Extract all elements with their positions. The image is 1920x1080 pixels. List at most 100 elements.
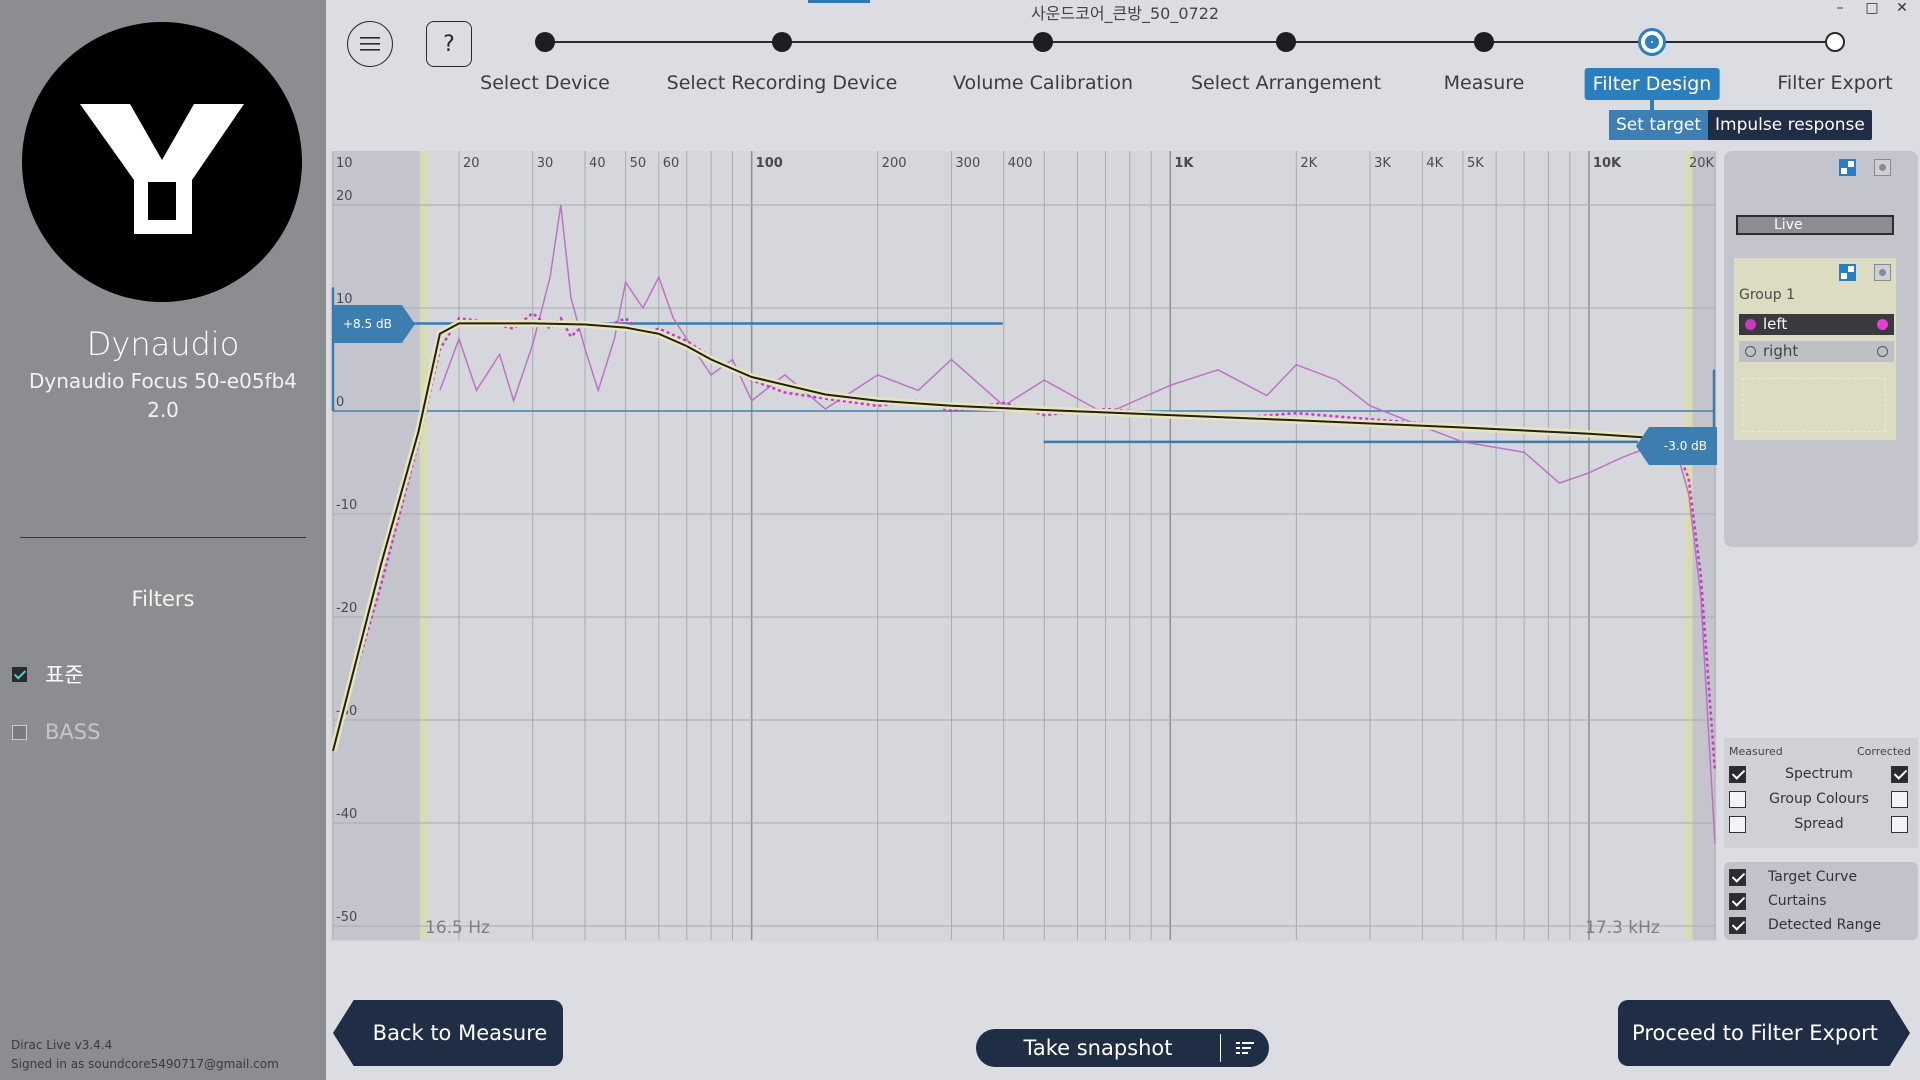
step-dot-select-recording-device[interactable] xyxy=(772,32,792,52)
spread-measured-checkbox[interactable] xyxy=(1729,816,1746,833)
spread-corrected-checkbox[interactable] xyxy=(1891,816,1908,833)
device-model: Dynaudio Focus 50-e05fb4 xyxy=(28,369,298,393)
x-tick-label: 10K xyxy=(1593,156,1622,171)
low-curtain xyxy=(333,151,425,940)
brand-logo xyxy=(22,22,302,302)
view-options-panel xyxy=(1724,738,1918,848)
channel-dot-icon xyxy=(1745,346,1756,357)
x-tick-label: 2K xyxy=(1300,156,1317,171)
step-select-device[interactable]: Select Device xyxy=(480,72,610,94)
hamburger-menu-icon xyxy=(360,37,380,51)
target-curve-line xyxy=(332,322,1690,752)
group-view-toggle-icon[interactable] xyxy=(1839,264,1856,281)
filter-item-bass[interactable]: BASS xyxy=(12,717,100,747)
spectrum-label: Spectrum xyxy=(1785,766,1853,782)
take-snapshot-button[interactable]: Take snapshot xyxy=(976,1029,1269,1067)
snapshot-separator xyxy=(1220,1034,1221,1062)
maximize-icon[interactable]: □ xyxy=(1865,0,1879,16)
back-to-measure-button[interactable]: Back to Measure xyxy=(333,1000,563,1066)
x-tick-label: 50 xyxy=(630,156,647,171)
view-toggle-icon[interactable] xyxy=(1839,159,1856,176)
group-drop-zone[interactable] xyxy=(1742,378,1886,432)
spectrum-measured-checkbox[interactable] xyxy=(1729,766,1746,783)
x-tick-label: 100 xyxy=(756,156,783,171)
group-colours-measured-checkbox[interactable] xyxy=(1729,791,1746,808)
frequency-response-svg[interactable]: 10 20 30 40 50 60 100 200 300 400 1K 2K 3K 4K 5K 10K 20K… xyxy=(330,151,1717,942)
channel-color-icon[interactable] xyxy=(1877,346,1888,357)
device-version: 2.0 xyxy=(147,398,179,422)
group-target-icon[interactable] xyxy=(1874,264,1891,281)
filter-checkbox[interactable] xyxy=(12,666,27,682)
step-dot-filter-design[interactable] xyxy=(1638,28,1666,56)
step-select-arrangement[interactable]: Select Arrangement xyxy=(1190,72,1382,94)
y-tick-label: 10 xyxy=(336,292,353,307)
target-icon[interactable] xyxy=(1874,159,1891,176)
y-tick-label: -10 xyxy=(336,498,357,513)
filter-checkbox[interactable] xyxy=(12,724,27,740)
menu-button[interactable] xyxy=(347,21,393,67)
channel-label: right xyxy=(1763,342,1799,360)
stepper-track xyxy=(545,41,1835,43)
proceed-to-filter-export-button[interactable]: Proceed to Filter Export xyxy=(1618,1000,1910,1066)
step-filter-export[interactable]: Filter Export xyxy=(1777,72,1893,94)
channel-color-icon[interactable] xyxy=(1877,319,1888,330)
step-dot-filter-export[interactable] xyxy=(1825,32,1845,52)
corrected-header: Corrected xyxy=(1857,745,1911,758)
target-curve-checkbox[interactable] xyxy=(1729,869,1746,886)
tab-set-target[interactable]: Set target xyxy=(1609,110,1709,140)
frequency-response-plot[interactable]: 10 20 30 40 50 60 100 200 300 400 1K 2K 3K 4K 5K 10K 20K… xyxy=(330,151,1717,942)
channel-right[interactable]: right xyxy=(1739,341,1894,362)
y-tick-label: -50 xyxy=(336,910,357,925)
software-version: Dirac Live v3.4.4 xyxy=(11,1038,113,1052)
step-select-recording-device[interactable]: Select Recording Device xyxy=(666,72,898,94)
x-tick-label: 40 xyxy=(589,156,606,171)
filter-label: BASS xyxy=(45,720,101,744)
signed-in-user: Signed in as soundcore5490717@gmail.com xyxy=(11,1057,279,1071)
measured-spectrum-line xyxy=(439,204,1716,844)
y-tick-label: 20 xyxy=(336,189,353,204)
device-brand: Dynaudio xyxy=(86,325,240,363)
minimize-icon[interactable]: – xyxy=(1836,0,1844,16)
step-dot-select-device[interactable] xyxy=(535,32,555,52)
detected-range-checkbox[interactable] xyxy=(1729,917,1746,934)
target-curve-halo xyxy=(330,319,1692,752)
measured-header: Measured xyxy=(1729,745,1783,758)
live-bar[interactable]: Live xyxy=(1736,215,1894,235)
overlay-options-panel xyxy=(1724,862,1918,940)
step-dot-volume-calibration[interactable] xyxy=(1033,32,1053,52)
step-dot-measure[interactable] xyxy=(1474,32,1494,52)
high-cutoff-bar xyxy=(1684,151,1693,940)
spectrum-corrected-checkbox[interactable] xyxy=(1891,766,1908,783)
low-cutoff-bar xyxy=(420,151,429,940)
group-colours-corrected-checkbox[interactable] xyxy=(1891,791,1908,808)
curtains-checkbox[interactable] xyxy=(1729,893,1746,910)
step-filter-design[interactable]: Filter Design xyxy=(1584,68,1720,100)
high-curtain xyxy=(1688,151,1715,940)
x-tick-label: 30 xyxy=(537,156,554,171)
tab-impulse-response[interactable]: Impulse response xyxy=(1715,115,1865,135)
step-measure[interactable]: Measure xyxy=(1443,72,1525,94)
filter-label: 표준 xyxy=(45,663,84,687)
group-name: Group 1 xyxy=(1739,287,1795,303)
spread-label: Spread xyxy=(1794,816,1844,832)
x-tick-label: 60 xyxy=(663,156,680,171)
help-button[interactable]: ? xyxy=(426,21,472,67)
x-tick-label: 20 xyxy=(463,156,480,171)
step-dot-select-arrangement[interactable] xyxy=(1276,32,1296,52)
target-curve-label: Target Curve xyxy=(1768,869,1858,885)
step-volume-calibration[interactable]: Volume Calibration xyxy=(952,72,1134,94)
filter-item-standard[interactable]: 표준 xyxy=(12,659,84,689)
low-gain-handle[interactable]: +8.5 dB xyxy=(333,305,415,343)
title-accent-bar xyxy=(808,0,870,3)
high-gain-handle[interactable]: -3.0 dB xyxy=(1636,427,1717,465)
x-tick-label: 200 xyxy=(882,156,907,171)
window-title: 사운드코어_큰방_50_0722 xyxy=(1030,4,1220,23)
x-tick-label: 5K xyxy=(1467,156,1484,171)
x-tick-label: 300 xyxy=(955,156,980,171)
snapshot-list-icon[interactable] xyxy=(1221,1040,1269,1056)
take-snapshot-label[interactable]: Take snapshot xyxy=(1023,1036,1173,1060)
channel-left[interactable]: left xyxy=(1739,314,1894,335)
close-icon[interactable]: ✕ xyxy=(1896,0,1908,16)
curtains-label: Curtains xyxy=(1768,893,1827,909)
high-cutoff-label: 17.3 kHz xyxy=(1585,918,1660,938)
